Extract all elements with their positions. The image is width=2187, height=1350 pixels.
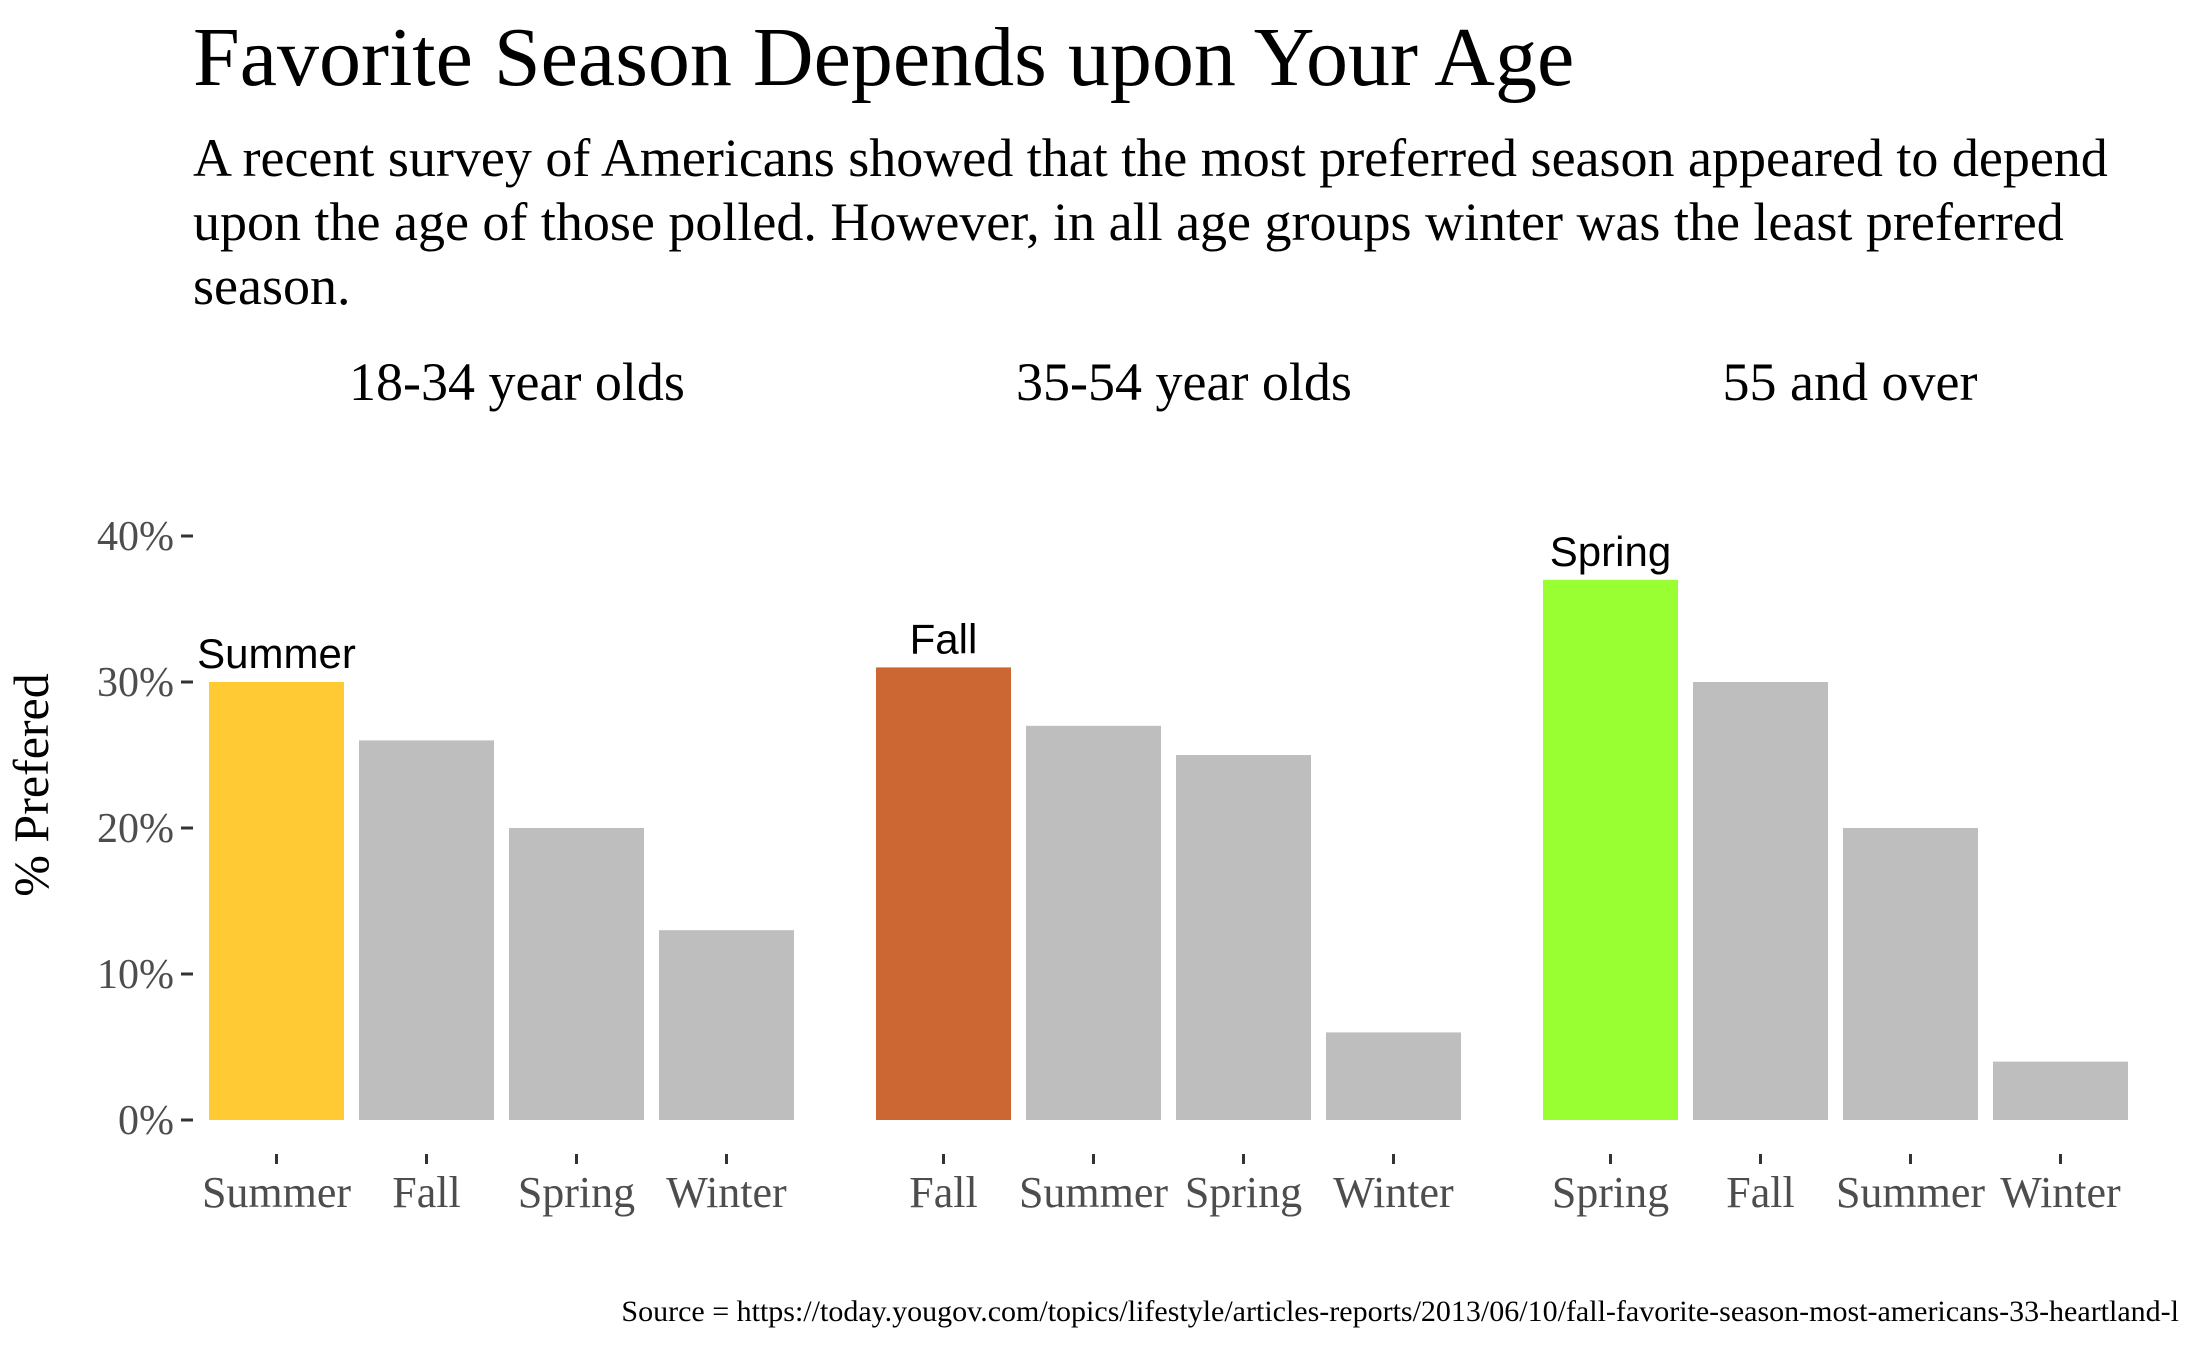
y-axis: 0% 10% 20% 30% 40% — [97, 514, 193, 1144]
bar-highlight-label: Fall — [910, 615, 978, 662]
bar — [1693, 682, 1828, 1120]
x-tick-label: Summer — [202, 1168, 351, 1217]
x-tick-label: Fall — [1726, 1168, 1794, 1217]
panel-strip-label: 35-54 year olds — [1016, 352, 1352, 412]
x-tick-label: Winter — [1333, 1168, 1454, 1217]
chart-title: Favorite Season Depends upon Your Age — [193, 11, 1575, 104]
source-note: Source = https://today.yougov.com/topics… — [621, 1295, 2179, 1328]
bar — [509, 828, 644, 1120]
bar — [1993, 1061, 2128, 1120]
x-tick-label: Spring — [1185, 1168, 1302, 1217]
y-tick-label: 20% — [97, 806, 174, 852]
panel-1: 18-34 year olds Summer Summer Fall Spring Win… — [197, 352, 794, 1217]
bar — [1176, 755, 1311, 1120]
panel-strip-label: 55 and over — [1723, 352, 1978, 412]
bar — [1026, 725, 1161, 1120]
bar — [209, 682, 344, 1120]
x-tick-label: Summer — [1836, 1168, 1985, 1217]
panel-strip-label: 18-34 year olds — [349, 352, 685, 412]
bar — [1843, 828, 1978, 1120]
x-tick-label: Winter — [2000, 1168, 2121, 1217]
x-tick-label: Spring — [518, 1168, 635, 1217]
y-axis-label: % Prefered — [3, 673, 59, 897]
y-tick-label: 30% — [97, 660, 174, 706]
bar-highlight-label: Spring — [1550, 528, 1671, 575]
y-tick-label: 40% — [97, 514, 174, 560]
x-tick-label: Fall — [909, 1168, 977, 1217]
y-tick-label: 10% — [97, 952, 174, 998]
panel-2: 35-54 year olds Fall Fall Summer Spring Winte… — [876, 352, 1461, 1217]
x-tick-label: Summer — [1019, 1168, 1168, 1217]
bar — [359, 740, 494, 1120]
x-tick-label: Fall — [392, 1168, 460, 1217]
chart-panels: 18-34 year olds Summer Summer Fall Spring Win… — [197, 352, 2128, 1217]
bar — [659, 930, 794, 1120]
chart-subtitle: A recent survey of Americans showed that… — [193, 128, 2108, 316]
bar-highlight-label: Summer — [197, 630, 356, 677]
bar — [1543, 579, 1678, 1120]
panel-3: 55 and over Spring Spring Fall Summer Winter — [1543, 352, 2128, 1217]
x-tick-label: Winter — [666, 1168, 787, 1217]
bar — [1326, 1032, 1461, 1120]
bar — [876, 667, 1011, 1120]
y-tick-label: 0% — [118, 1098, 174, 1144]
x-tick-label: Spring — [1552, 1168, 1669, 1217]
